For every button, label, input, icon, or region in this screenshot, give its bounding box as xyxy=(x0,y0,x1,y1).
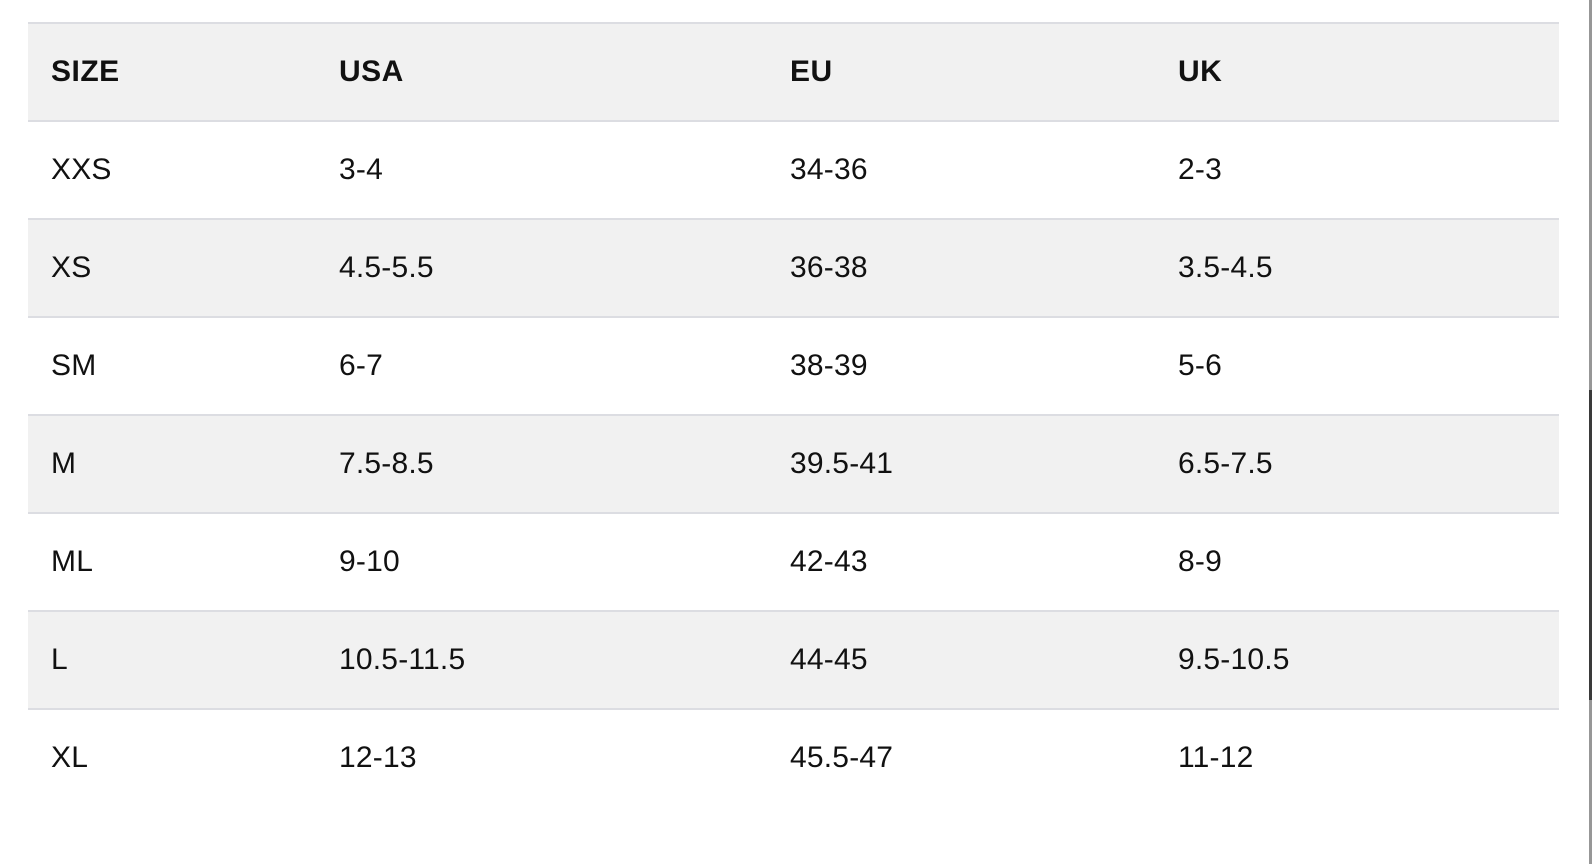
table-row-xs: XS 4.5-5.5 36-38 3.5-4.5 xyxy=(28,218,1559,316)
table-row-xl: XL 12-13 45.5-47 11-12 xyxy=(28,708,1559,806)
eu-value: 38-39 xyxy=(790,349,868,382)
table-row-ml: ML 9-10 42-43 8-9 xyxy=(28,512,1559,610)
table-header-row: SIZE USA EU UK xyxy=(28,22,1559,120)
eu-value: 45.5-47 xyxy=(790,741,894,774)
size-label: ML xyxy=(51,545,94,578)
table-row-l: L 10.5-11.5 44-45 9.5-10.5 xyxy=(28,610,1559,708)
uk-value: 8-9 xyxy=(1178,545,1222,578)
size-conversion-table: SIZE USA EU UK XXS 3-4 34-36 2-3 XS 4.5-… xyxy=(28,22,1559,806)
size-label: L xyxy=(51,643,68,676)
table-row-sm: SM 6-7 38-39 5-6 xyxy=(28,316,1559,414)
column-header-size: SIZE xyxy=(51,55,120,88)
eu-value: 42-43 xyxy=(790,545,868,578)
table-row-m: M 7.5-8.5 39.5-41 6.5-7.5 xyxy=(28,414,1559,512)
usa-value: 9-10 xyxy=(339,545,400,578)
usa-value: 12-13 xyxy=(339,741,417,774)
table-row-xxs: XXS 3-4 34-36 2-3 xyxy=(28,120,1559,218)
uk-value: 6.5-7.5 xyxy=(1178,447,1273,480)
eu-value: 36-38 xyxy=(790,251,868,284)
vertical-scrollbar[interactable] xyxy=(1589,0,1592,864)
size-label: XS xyxy=(51,251,92,284)
column-header-usa: USA xyxy=(339,55,404,88)
uk-value: 11-12 xyxy=(1178,741,1254,774)
size-label: XL xyxy=(51,741,89,774)
column-header-uk: UK xyxy=(1178,55,1223,88)
uk-value: 3.5-4.5 xyxy=(1178,251,1273,284)
usa-value: 7.5-8.5 xyxy=(339,447,434,480)
size-label: XXS xyxy=(51,153,112,186)
size-label: SM xyxy=(51,349,97,382)
eu-value: 44-45 xyxy=(790,643,868,676)
usa-value: 6-7 xyxy=(339,349,383,382)
usa-value: 4.5-5.5 xyxy=(339,251,434,284)
usa-value: 10.5-11.5 xyxy=(339,643,466,676)
eu-value: 39.5-41 xyxy=(790,447,894,480)
uk-value: 9.5-10.5 xyxy=(1178,643,1290,676)
uk-value: 2-3 xyxy=(1178,153,1222,186)
size-label: M xyxy=(51,447,77,480)
eu-value: 34-36 xyxy=(790,153,868,186)
scrollbar-thumb[interactable] xyxy=(1589,390,1592,700)
usa-value: 3-4 xyxy=(339,153,383,186)
uk-value: 5-6 xyxy=(1178,349,1222,382)
column-header-eu: EU xyxy=(790,55,833,88)
